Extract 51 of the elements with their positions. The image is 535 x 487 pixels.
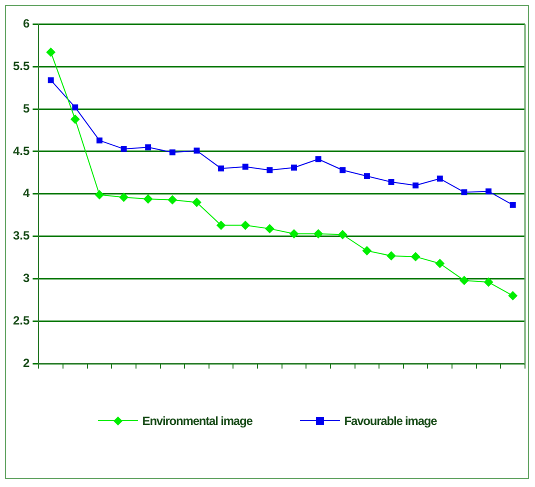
- point: [218, 165, 224, 172]
- point: [72, 104, 78, 110]
- point: [291, 164, 297, 171]
- point: [119, 192, 128, 202]
- point: [70, 114, 80, 124]
- legend-label: Favourable image: [344, 414, 437, 428]
- point: [145, 144, 152, 150]
- point: [436, 176, 443, 182]
- point: [48, 77, 54, 84]
- point: [364, 173, 370, 180]
- point: [510, 202, 516, 208]
- y-tick-label: 4: [22, 186, 30, 200]
- point: [314, 229, 323, 238]
- point: [315, 156, 322, 162]
- point: [120, 146, 127, 152]
- point: [46, 48, 56, 57]
- point: [216, 220, 226, 230]
- point: [386, 251, 396, 260]
- point: [240, 220, 250, 230]
- point: [168, 195, 177, 204]
- y-tick-label: 6: [22, 16, 30, 31]
- point: [340, 167, 346, 174]
- point: [388, 179, 394, 185]
- point: [265, 224, 274, 234]
- point: [242, 164, 248, 170]
- point: [192, 198, 202, 207]
- point: [460, 276, 469, 285]
- point: [362, 246, 372, 256]
- y-tick-label: 2.5: [12, 313, 30, 328]
- point: [486, 188, 492, 194]
- point: [461, 189, 468, 196]
- legend-label: Environmental image: [142, 414, 252, 428]
- y-tick-label: 4.5: [12, 144, 30, 158]
- y-tick-label: 5: [22, 101, 30, 116]
- point: [484, 278, 494, 287]
- point: [266, 167, 273, 174]
- y-tick-label: 3: [22, 271, 30, 286]
- point: [411, 252, 420, 262]
- point: [96, 137, 102, 144]
- point: [508, 291, 518, 300]
- point: [194, 148, 200, 154]
- point: [412, 182, 419, 188]
- point: [144, 194, 153, 204]
- point: [169, 149, 176, 156]
- point: [435, 258, 444, 268]
- point: [94, 190, 104, 200]
- y-tick-label: 5.5: [12, 58, 30, 73]
- point: [338, 230, 348, 240]
- point: [290, 229, 298, 238]
- y-tick-label: 3.5: [12, 228, 30, 243]
- y-tick-label: 2: [22, 356, 30, 370]
